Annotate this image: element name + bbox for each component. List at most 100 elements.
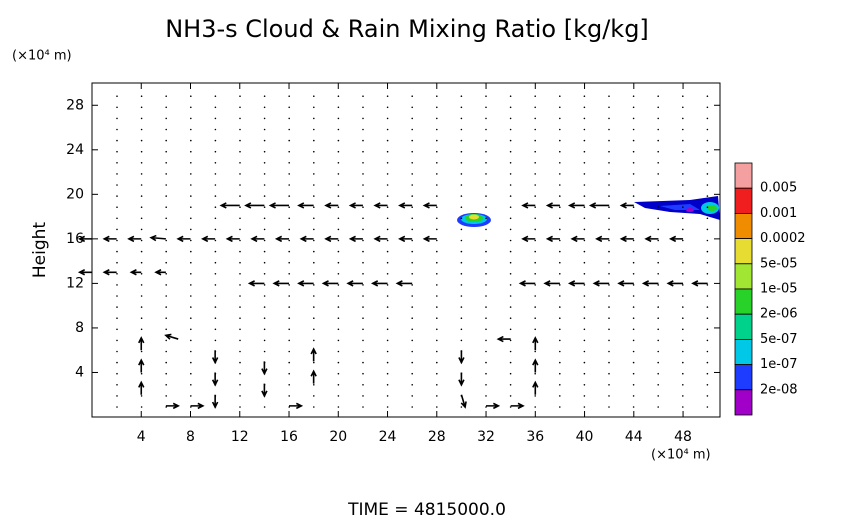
grid-dot [509, 306, 512, 308]
grid-dot [239, 361, 241, 364]
grid-dot [485, 173, 487, 175]
grid-dot [140, 195, 143, 197]
grid-dot [165, 261, 167, 264]
grid-dot [460, 406, 463, 408]
grid-dot [263, 261, 266, 264]
grid-dot [608, 173, 610, 175]
grid-dot [313, 361, 315, 364]
grid-dot [509, 195, 512, 197]
wind-arrow [348, 235, 363, 243]
grid-dot [706, 128, 709, 131]
x-tick-label: 48 [674, 429, 692, 445]
grid-dot [239, 128, 241, 131]
grid-dot [559, 173, 561, 175]
grid-dot [682, 117, 684, 120]
colorbar-label: 2e-06 [760, 307, 798, 322]
grid-dot [485, 395, 487, 397]
grid-dot [386, 284, 389, 286]
grid-dot [337, 162, 340, 164]
grid-dot [165, 328, 167, 331]
grid-dot [239, 339, 241, 342]
wind-arrow [496, 335, 511, 343]
wind-arrow [595, 235, 610, 243]
grid-dot [706, 284, 709, 286]
grid-dot [116, 95, 118, 97]
grid-dot [559, 150, 561, 153]
grid-dot [263, 317, 266, 320]
grid-dot [214, 128, 217, 131]
grid-dot [313, 228, 315, 231]
grid-dot [288, 328, 291, 331]
grid-dot [682, 95, 684, 97]
grid-dot [485, 284, 487, 286]
grid-dot [559, 261, 561, 264]
grid-dot [411, 273, 414, 275]
grid-dot [682, 261, 684, 264]
grid-dot [608, 328, 610, 331]
grid-dot [534, 250, 536, 253]
grid-dot [632, 228, 635, 231]
grid-dot [337, 350, 340, 353]
grid-dot [313, 139, 315, 142]
colorbar-label: 5e-07 [760, 332, 798, 347]
grid-dot [263, 173, 266, 175]
grid-dot [682, 384, 684, 386]
x-tick-label: 20 [329, 429, 347, 445]
grid-dot [411, 117, 414, 120]
grid-dot [632, 239, 635, 242]
grid-dot [509, 117, 512, 120]
grid-dot [436, 195, 438, 197]
grid-dot [608, 139, 610, 142]
wind-arrow [510, 402, 525, 410]
wind-arrow [261, 383, 268, 398]
grid-dot [214, 228, 217, 231]
grid-dot [190, 206, 192, 208]
grid-dot [386, 173, 389, 175]
grid-dot [239, 173, 241, 175]
grid-dot [140, 372, 143, 375]
grid-dot [386, 328, 389, 331]
grid-dot [706, 350, 709, 353]
grid-dot [509, 284, 512, 286]
grid-dot [239, 350, 241, 353]
grid-dot [140, 139, 143, 142]
wind-arrow [373, 202, 388, 209]
grid-dot [362, 328, 364, 331]
grid-dot [485, 261, 487, 264]
grid-dot [460, 295, 463, 297]
grid-dot [485, 95, 487, 97]
grid-dot [165, 284, 167, 286]
grid-dot [583, 361, 586, 364]
grid-dot [657, 284, 659, 286]
grid-dot [657, 295, 659, 297]
grid-dot [657, 239, 659, 242]
grid-dot [116, 384, 118, 386]
grid-dot [559, 295, 561, 297]
wind-arrow [644, 235, 659, 243]
grid-dot [337, 317, 340, 320]
grid-dot [509, 139, 512, 142]
grid-dot [362, 372, 364, 375]
grid-dot [657, 273, 659, 275]
grid-dot [116, 217, 118, 220]
grid-dot [682, 350, 684, 353]
grid-dot [706, 317, 709, 320]
grid-dot [190, 217, 192, 220]
grid-dot [657, 384, 659, 386]
wind-arrow [395, 280, 413, 287]
grid-dot [313, 395, 315, 397]
x-tick-label: 12 [231, 429, 249, 445]
wind-arrow [244, 202, 265, 209]
grid-dot [362, 384, 364, 386]
y-tick-label: 8 [75, 320, 84, 336]
grid-dot [116, 328, 118, 331]
grid-dot [337, 117, 340, 120]
grid-dot [214, 273, 217, 275]
grid-dot [632, 173, 635, 175]
grid-dot [583, 250, 586, 253]
grid-dot [436, 173, 438, 175]
grid-dot [386, 372, 389, 375]
grid-dot [362, 306, 364, 308]
wind-arrow [348, 202, 363, 209]
grid-dot [559, 328, 561, 331]
